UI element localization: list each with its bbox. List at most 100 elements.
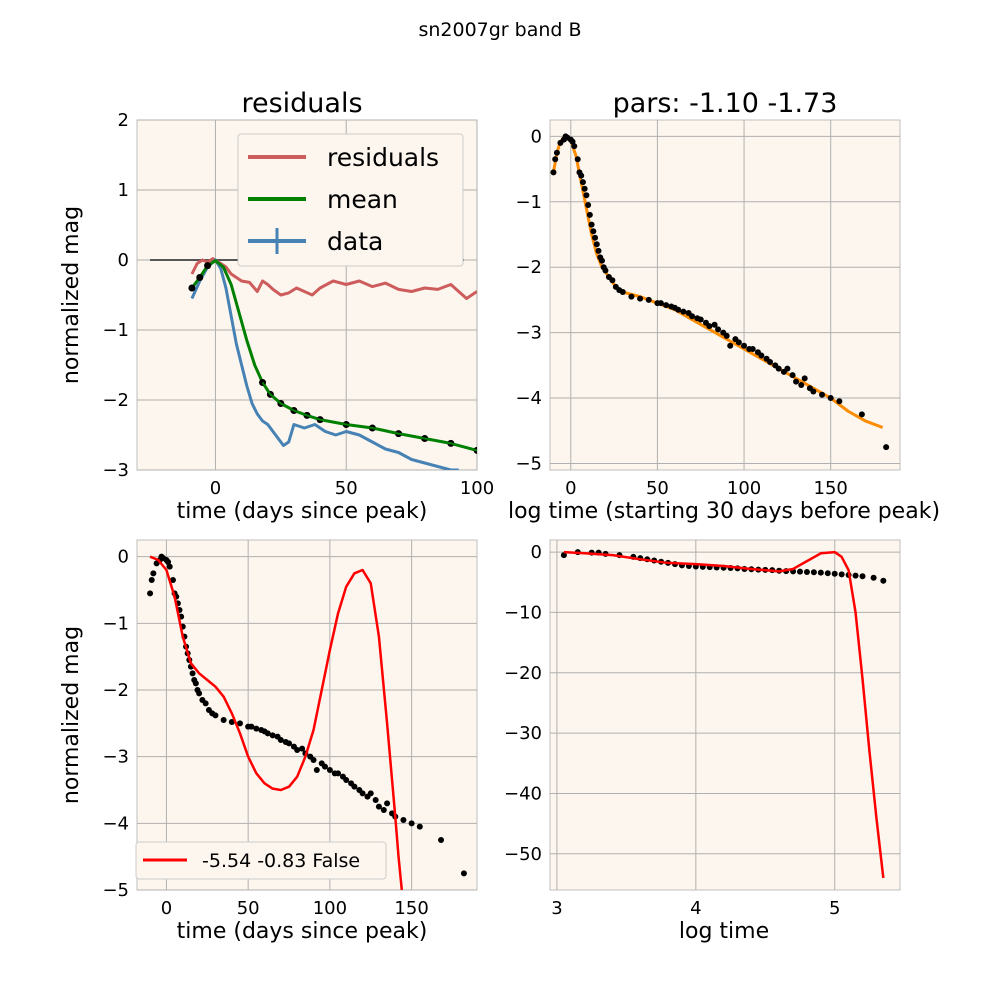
- panel-1-ylabel: normalized mag: [59, 206, 84, 384]
- legend-label-data: data: [327, 227, 383, 256]
- data-point: [852, 572, 859, 579]
- data-point: [375, 803, 382, 810]
- data-point: [560, 552, 567, 559]
- panel-1-ticks: 0 50 100 2 1 0 −1 −2 −3: [102, 110, 494, 499]
- data-point: [384, 800, 391, 807]
- data-point: [313, 767, 320, 773]
- data-point: [189, 670, 196, 677]
- data-point: [299, 745, 306, 752]
- data-point: [749, 345, 756, 352]
- data-point: [579, 179, 586, 186]
- data-point: [588, 221, 595, 228]
- data-point: [767, 359, 774, 366]
- x-tick-label: 50: [237, 898, 260, 919]
- data-point: [883, 444, 890, 451]
- data-point: [858, 411, 865, 418]
- data-point: [326, 767, 333, 773]
- x-tick-label: 100: [460, 478, 494, 499]
- data-point: [628, 293, 635, 300]
- data-point: [553, 149, 560, 156]
- y-tick-label: −30: [504, 723, 542, 744]
- panel-3-background: [136, 539, 478, 891]
- panel-2-plot: [550, 133, 890, 451]
- panel-4-grid: [550, 540, 900, 890]
- panel-2-xlabel: log time (starting 30 days before peak): [508, 499, 940, 524]
- panel-2-grid: [550, 120, 900, 470]
- data-point: [880, 577, 887, 584]
- data-point: [870, 574, 877, 581]
- data-point: [793, 378, 800, 385]
- data-point: [706, 323, 713, 330]
- data-point: [188, 284, 196, 292]
- data-point: [202, 700, 209, 707]
- y-tick-label: −2: [515, 257, 542, 278]
- data-point: [810, 388, 817, 395]
- panel-4-background: [549, 539, 901, 891]
- data-point: [372, 797, 379, 803]
- x-tick-label: 150: [394, 898, 428, 919]
- data-point: [552, 156, 559, 163]
- data-point: [169, 577, 176, 583]
- panel-3-plot: [147, 553, 467, 890]
- data-point: [438, 837, 445, 843]
- data-point: [663, 302, 670, 309]
- data-point: [286, 740, 293, 747]
- y-tick-label: −2: [102, 390, 129, 411]
- data-point: [619, 289, 626, 296]
- data-point: [697, 316, 704, 323]
- y-tick-label: 0: [531, 542, 542, 563]
- y-tick-label: −5: [102, 880, 129, 901]
- data-point: [196, 690, 203, 697]
- panel-3-grid: [137, 540, 477, 891]
- data-point: [831, 570, 838, 577]
- data-point: [592, 234, 599, 241]
- y-tick-label: −3: [515, 323, 542, 344]
- data-point: [784, 365, 791, 372]
- data-point: [400, 817, 407, 823]
- panel-1-title: residuals: [241, 88, 362, 119]
- data-point: [657, 300, 664, 307]
- data-point: [741, 342, 748, 349]
- data-point: [253, 725, 260, 732]
- data-point: [637, 295, 644, 302]
- panel-fit-log: 3 4 5 0 −10 −20 −30 −40 −50 log time: [504, 539, 901, 944]
- data-point: [359, 790, 366, 797]
- y-tick-label: −20: [504, 663, 542, 684]
- data-point: [838, 571, 845, 578]
- y-tick-label: −4: [102, 813, 129, 834]
- fit-line: [149, 555, 404, 890]
- data-point: [166, 563, 173, 570]
- y-tick-label: −5: [515, 453, 542, 474]
- legend-box: [135, 841, 387, 880]
- data-point: [192, 680, 199, 687]
- data-point: [859, 573, 866, 580]
- x-tick-label: 50: [335, 478, 358, 499]
- data-point: [585, 202, 592, 209]
- data-point: [711, 321, 718, 328]
- y-tick-label: 0: [118, 250, 129, 271]
- data-point: [380, 807, 387, 813]
- x-tick-label: 5: [829, 898, 840, 919]
- data-point: [586, 211, 593, 218]
- data-point: [797, 568, 803, 575]
- data-point: [408, 820, 415, 827]
- data-point: [727, 342, 734, 349]
- legend-label-mean: mean: [327, 185, 398, 214]
- x-tick-label: 100: [727, 478, 761, 499]
- y-tick-label: −40: [504, 783, 542, 804]
- data-point: [236, 720, 243, 727]
- y-tick-label: −2: [102, 680, 129, 701]
- y-tick-label: −3: [102, 460, 129, 481]
- panel-2-title: pars: -1.10 -1.73: [613, 88, 838, 119]
- y-tick-label: 2: [118, 110, 129, 131]
- data-point: [689, 313, 696, 320]
- panel-pars: 0 50 100 150 0 −1 −2 −3 −4 −5 pars: -1.10 -1.73 l…: [508, 88, 940, 524]
- data-point: [294, 747, 301, 753]
- data-point: [367, 790, 374, 797]
- data-point: [321, 763, 328, 770]
- data-point: [735, 339, 742, 346]
- data-point: [715, 326, 722, 333]
- legend-label-fit: -5.54 -0.83 False: [202, 850, 360, 872]
- data-point: [593, 241, 600, 248]
- data-point: [228, 719, 235, 725]
